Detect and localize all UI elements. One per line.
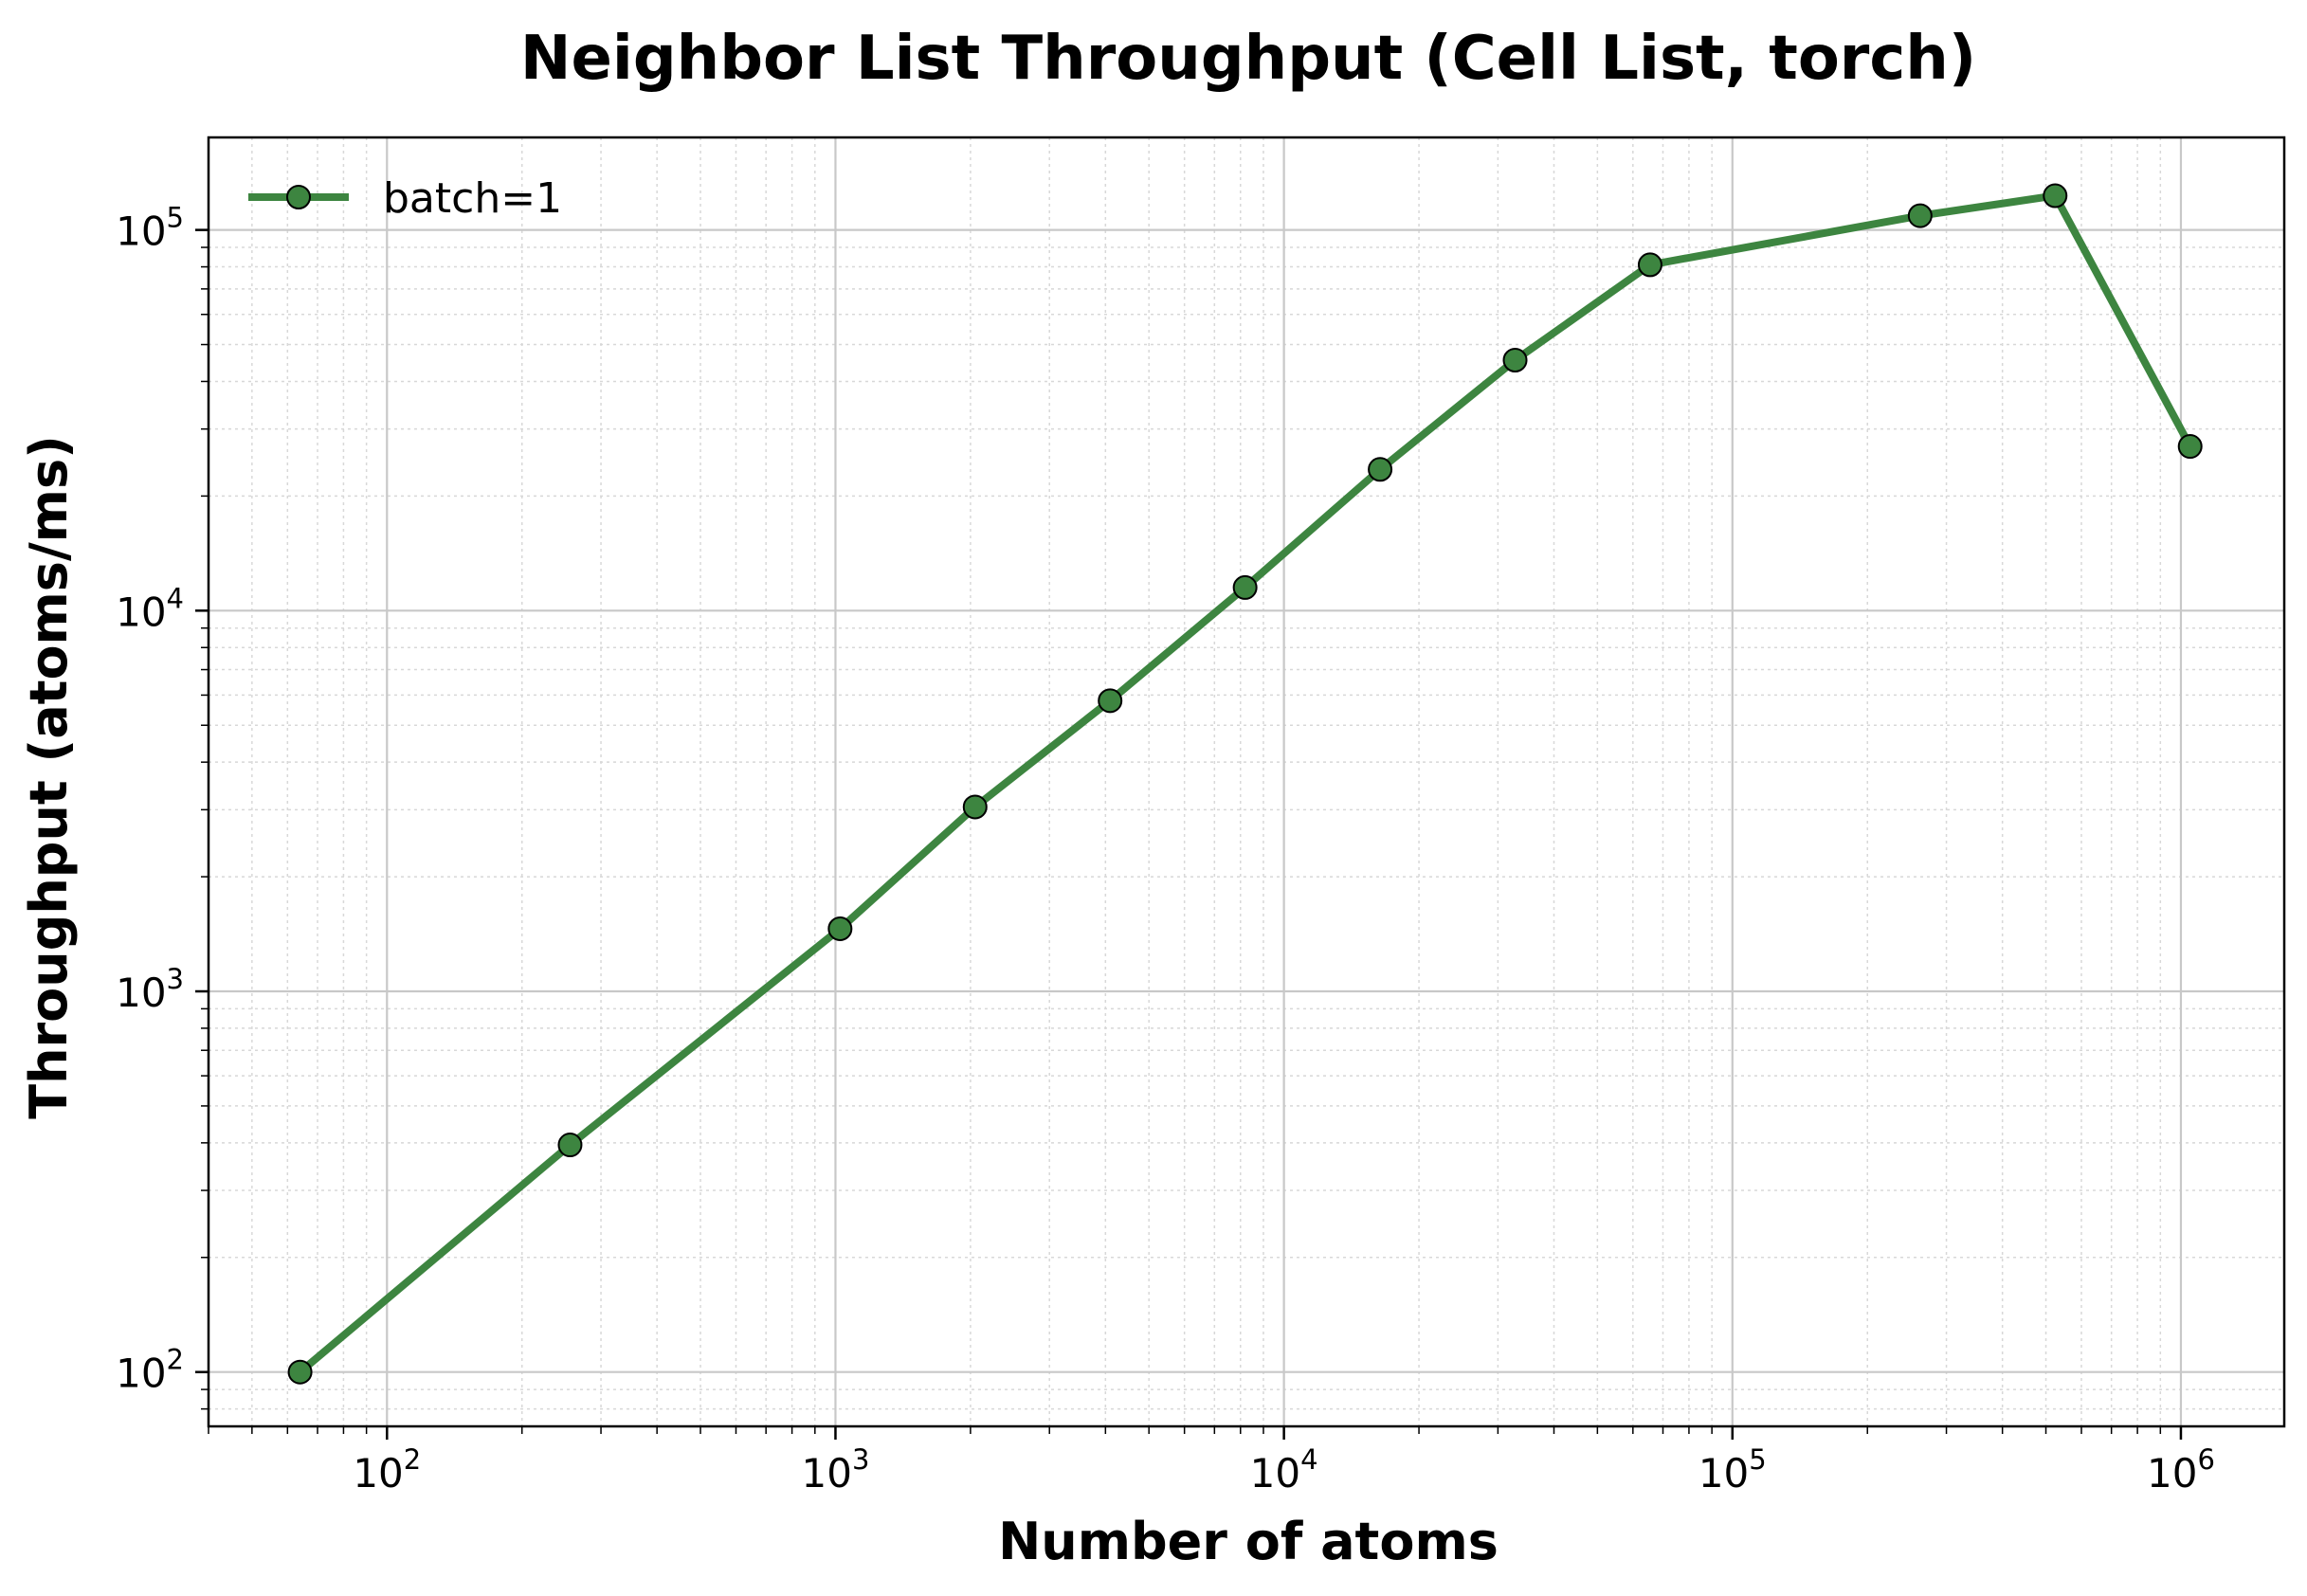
series-layer [287,183,2203,1385]
data-point [2043,183,2068,209]
legend-marker [286,185,311,209]
data-point [1637,252,1662,278]
data-point [1232,574,1258,600]
data-point [1502,347,1528,372]
data-point [827,916,853,941]
data-point [1368,457,1393,482]
y-axis-label: Throughput (atoms/ms) [19,435,79,1119]
y-axis-ticks: 102 103 104 105 [116,202,209,1410]
data-point [1098,688,1123,714]
y-tick-label: 105 [116,202,184,255]
y-tick-label: 103 [116,963,184,1016]
y-tick-label: 104 [116,582,184,635]
x-axis-ticks: 102 103 104 105 106 [208,1426,2215,1496]
data-point [1907,203,1933,228]
x-axis-label: Number of atoms [998,1512,1499,1571]
plot-frame [207,136,2286,1428]
legend-label: batch=1 [383,174,562,223]
data-point [557,1133,583,1158]
data-point [2177,434,2203,460]
chart-title: Neighbor List Throughput (Cell List, tor… [520,24,1976,94]
minor-grid [208,137,2284,1426]
data-point [962,794,988,820]
data-point [287,1359,313,1385]
series-line [296,191,2194,1376]
major-grid [209,137,2284,1426]
y-tick-label: 102 [116,1344,184,1397]
legend: batch=1 [248,174,562,223]
